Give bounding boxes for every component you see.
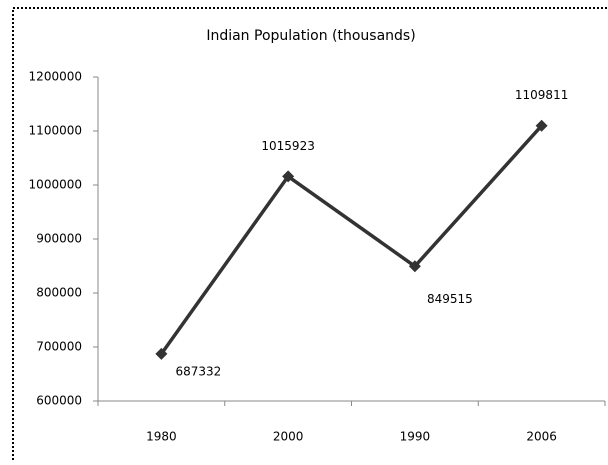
x-tick-label: 2006 xyxy=(526,430,557,444)
line xyxy=(159,124,543,355)
y-tick-label: 1100000 xyxy=(29,124,82,138)
y-tick-label: 800000 xyxy=(36,286,82,300)
y-tick-label: 700000 xyxy=(36,340,82,354)
chart-title: Indian Population (thousands) xyxy=(206,28,415,44)
y-tick-label: 900000 xyxy=(36,232,82,246)
x-tick-label: 1980 xyxy=(146,430,177,444)
chart-border xyxy=(12,7,608,465)
y-tick-label: 1000000 xyxy=(29,178,82,192)
y-tick-label: 1200000 xyxy=(29,70,82,84)
x-tick-label: 1990 xyxy=(400,430,431,444)
data-label: 849515 xyxy=(427,292,473,306)
marker xyxy=(155,347,168,360)
x-tick-label: 2000 xyxy=(273,430,304,444)
marker xyxy=(282,170,295,183)
data-label: 687332 xyxy=(175,364,221,378)
marker xyxy=(408,260,421,273)
data-label: 1109811 xyxy=(515,88,568,102)
marker xyxy=(535,119,548,132)
y-tick-label: 600000 xyxy=(36,394,82,408)
data-label: 1015923 xyxy=(261,139,314,153)
